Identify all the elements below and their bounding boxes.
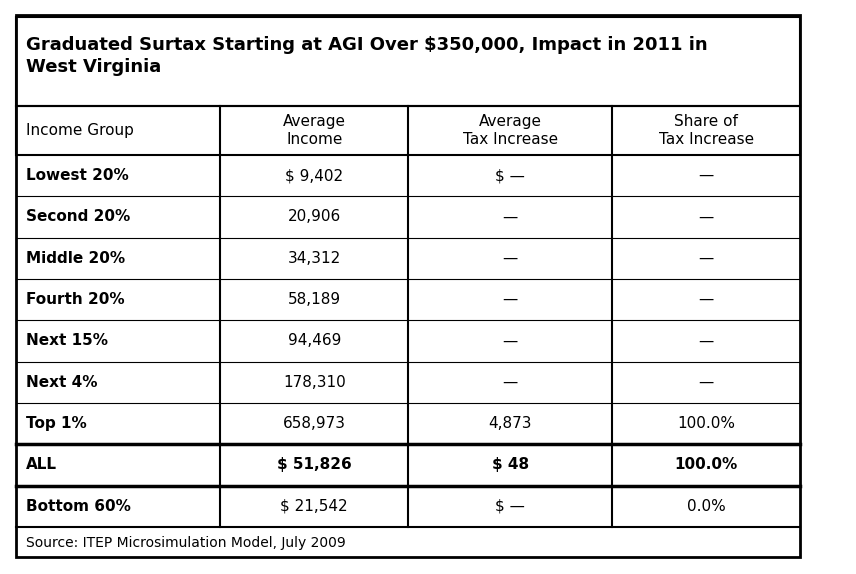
Text: —: — (698, 292, 714, 307)
Text: —: — (698, 251, 714, 266)
Text: 58,189: 58,189 (288, 292, 341, 307)
Text: —: — (502, 375, 518, 390)
Text: Share of
Tax Increase: Share of Tax Increase (658, 114, 754, 147)
Text: $ —: $ — (496, 168, 525, 183)
Text: 34,312: 34,312 (288, 251, 341, 266)
Text: Fourth 20%: Fourth 20% (27, 292, 125, 307)
Text: $ 51,826: $ 51,826 (276, 457, 352, 472)
Text: —: — (698, 168, 714, 183)
Text: Top 1%: Top 1% (27, 416, 86, 431)
Text: 658,973: 658,973 (282, 416, 346, 431)
Bar (16, 106, 800, 155)
Text: ALL: ALL (27, 457, 57, 472)
Text: Average
Tax Increase: Average Tax Increase (462, 114, 558, 147)
Text: 178,310: 178,310 (282, 375, 346, 390)
Bar (16, 17, 800, 106)
Text: 0.0%: 0.0% (687, 499, 726, 514)
Text: $ —: $ — (496, 499, 525, 514)
Text: —: — (502, 251, 518, 266)
Text: 94,469: 94,469 (288, 333, 341, 348)
Text: Income Group: Income Group (27, 123, 134, 138)
Text: Middle 20%: Middle 20% (27, 251, 125, 266)
Text: 100.0%: 100.0% (677, 416, 735, 431)
Text: 20,906: 20,906 (288, 210, 341, 224)
Text: 100.0%: 100.0% (675, 457, 738, 472)
Text: Average
Income: Average Income (282, 114, 346, 147)
Text: Next 15%: Next 15% (27, 333, 108, 348)
Text: Next 4%: Next 4% (27, 375, 98, 390)
Text: $ 48: $ 48 (491, 457, 529, 472)
Text: —: — (502, 292, 518, 307)
Text: Graduated Surtax Starting at AGI Over $350,000, Impact in 2011 in
West Virginia: Graduated Surtax Starting at AGI Over $3… (27, 36, 708, 76)
Text: Second 20%: Second 20% (27, 210, 130, 224)
Text: Source: ITEP Microsimulation Model, July 2009: Source: ITEP Microsimulation Model, July… (27, 536, 346, 550)
Text: —: — (698, 333, 714, 348)
Text: $ 21,542: $ 21,542 (281, 499, 348, 514)
Text: Lowest 20%: Lowest 20% (27, 168, 129, 183)
Text: —: — (698, 375, 714, 390)
Text: —: — (698, 210, 714, 224)
Text: —: — (502, 333, 518, 348)
Text: 4,873: 4,873 (489, 416, 532, 431)
Text: —: — (502, 210, 518, 224)
Text: $ 9,402: $ 9,402 (285, 168, 343, 183)
Text: Bottom 60%: Bottom 60% (27, 499, 131, 514)
